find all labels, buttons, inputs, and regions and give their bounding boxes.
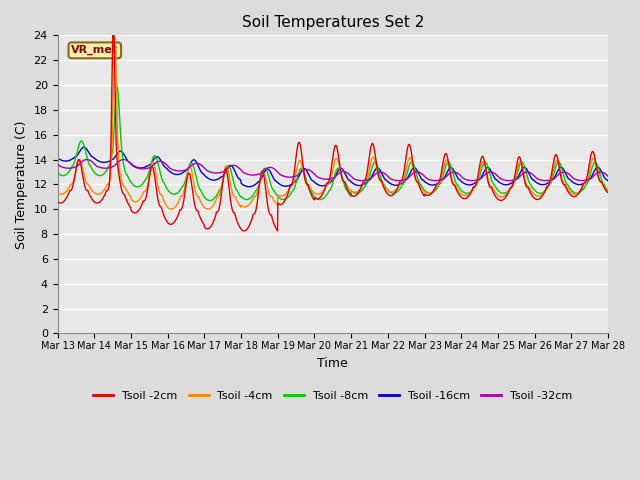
X-axis label: Time: Time xyxy=(317,357,348,370)
Text: VR_met: VR_met xyxy=(71,45,118,56)
Legend: Tsoil -2cm, Tsoil -4cm, Tsoil -8cm, Tsoil -16cm, Tsoil -32cm: Tsoil -2cm, Tsoil -4cm, Tsoil -8cm, Tsoi… xyxy=(89,387,577,406)
Y-axis label: Soil Temperature (C): Soil Temperature (C) xyxy=(15,120,28,249)
Title: Soil Temperatures Set 2: Soil Temperatures Set 2 xyxy=(241,15,424,30)
